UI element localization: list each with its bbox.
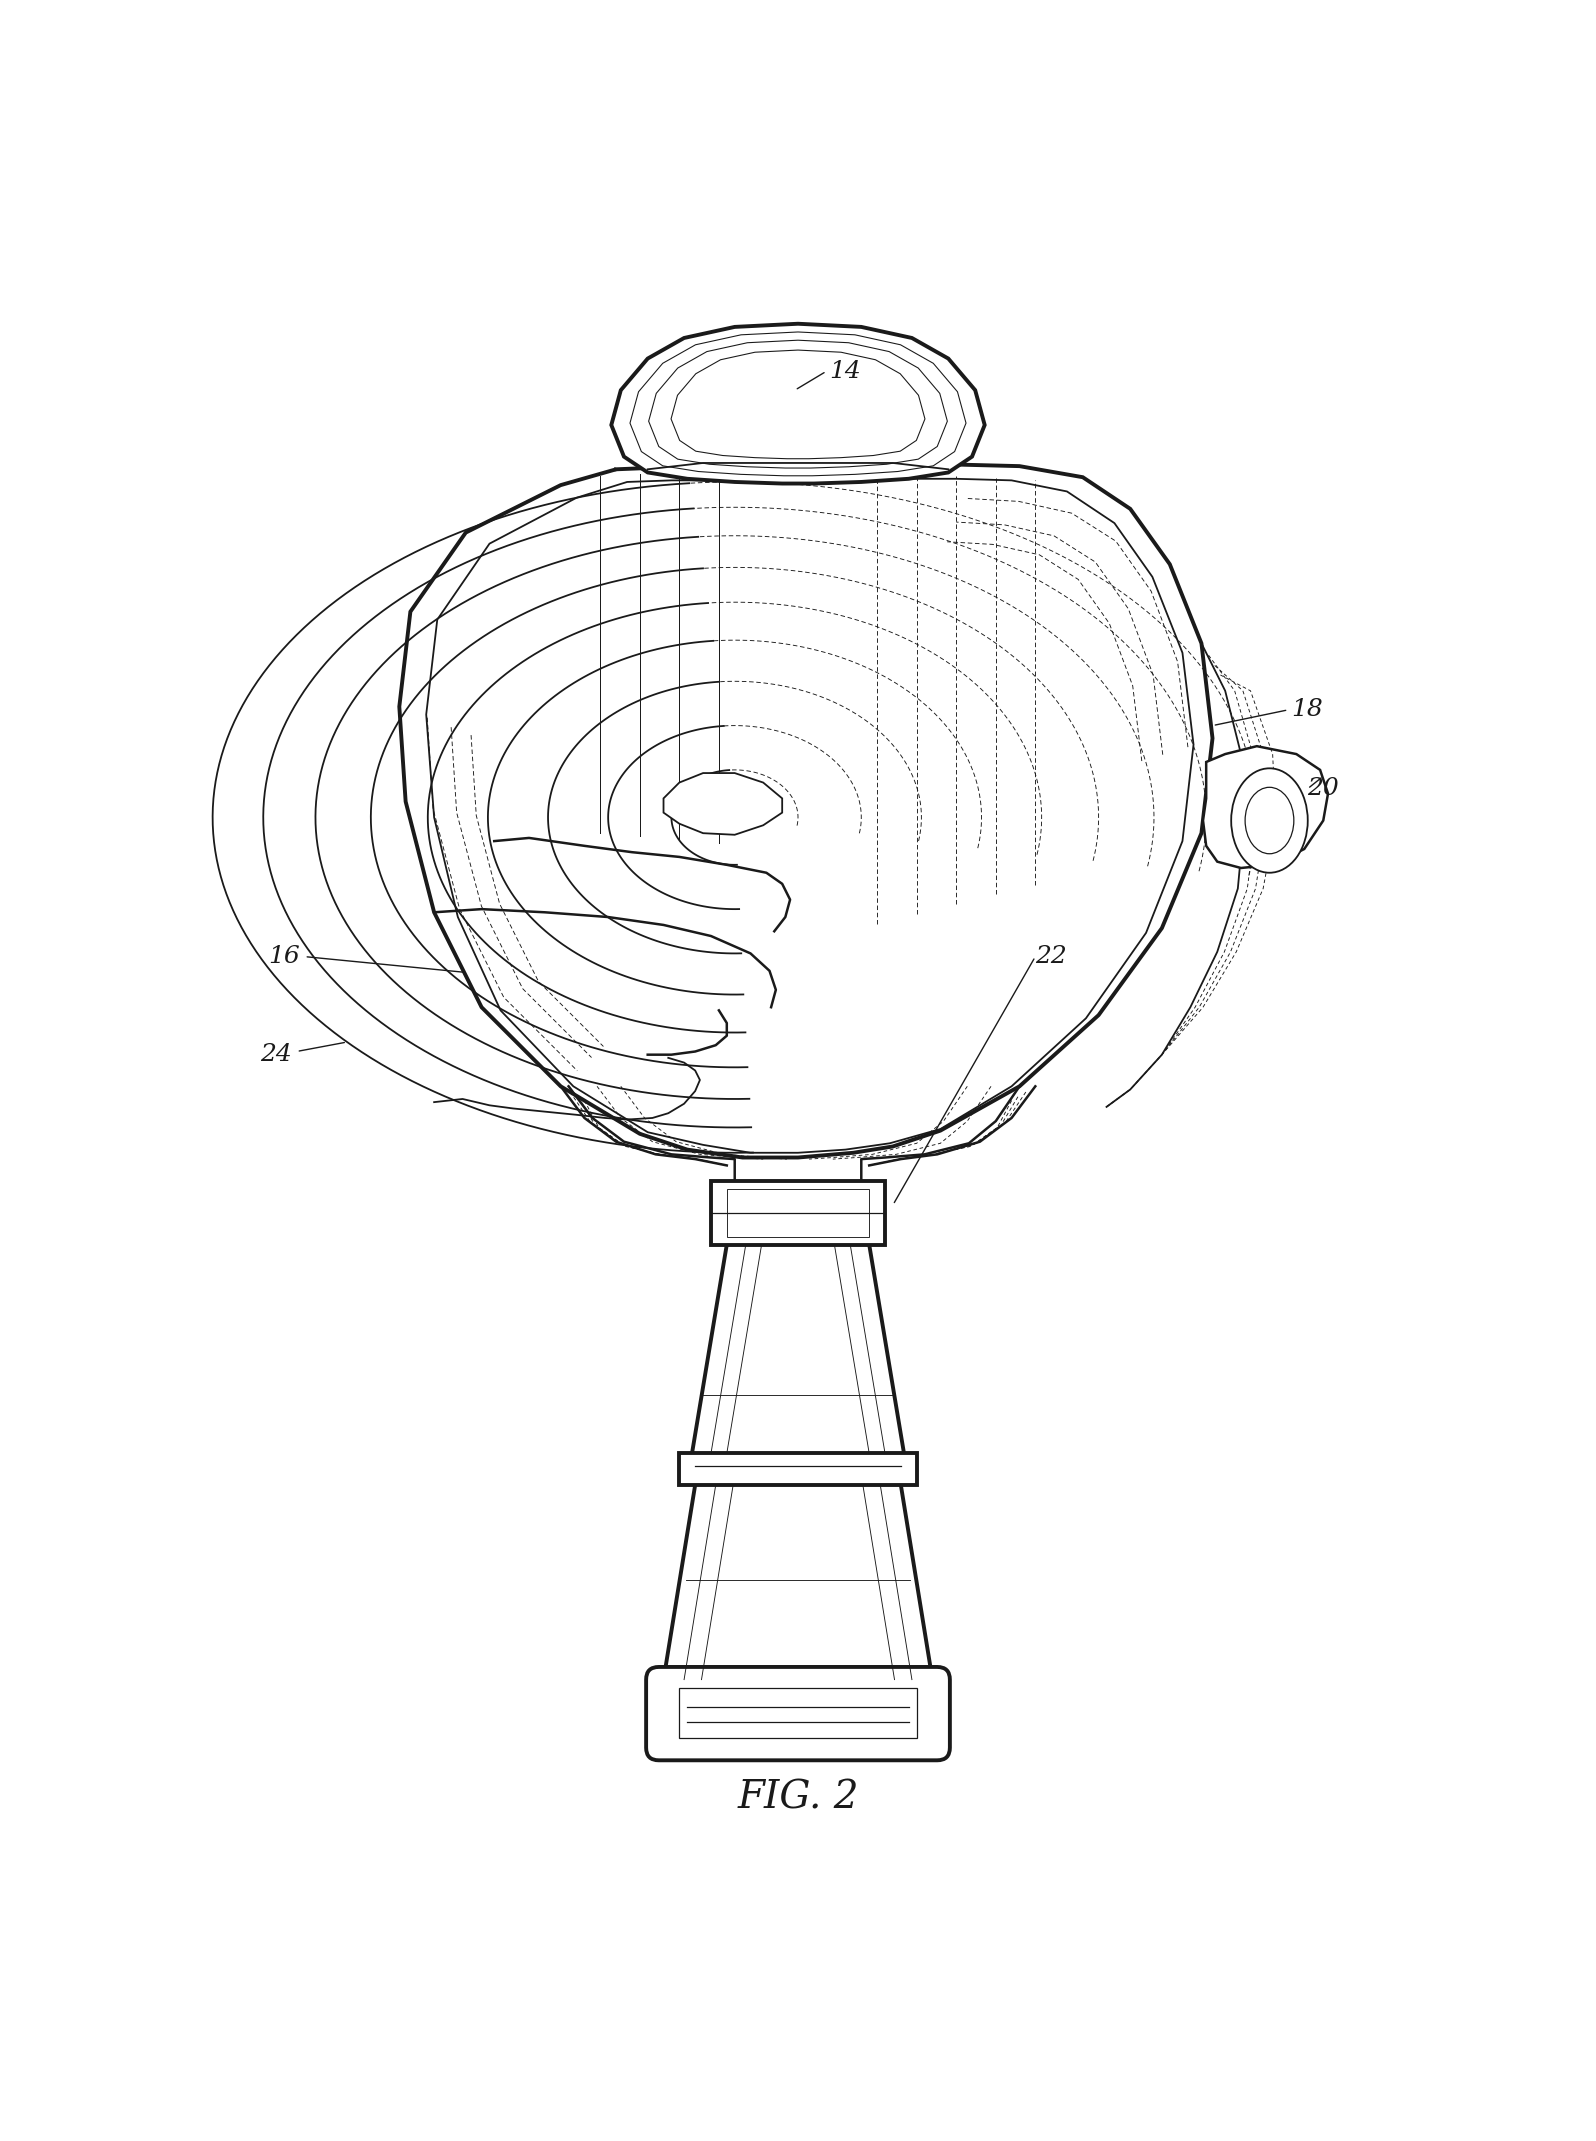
Bar [710, 1182, 886, 1244]
Ellipse shape [1231, 769, 1307, 874]
Text: 18: 18 [1291, 698, 1323, 722]
Polygon shape [1203, 747, 1328, 867]
Text: 24: 24 [260, 1043, 292, 1066]
Text: 16: 16 [268, 944, 300, 968]
Text: 14: 14 [830, 360, 862, 383]
Bar [726, 1188, 870, 1237]
Bar [680, 1454, 916, 1486]
Ellipse shape [1245, 788, 1294, 854]
Polygon shape [399, 465, 1213, 1158]
Text: FIG. 2: FIG. 2 [737, 1779, 859, 1818]
Text: 22: 22 [1036, 944, 1068, 968]
Polygon shape [611, 323, 985, 484]
Text: 20: 20 [1307, 777, 1339, 801]
Polygon shape [664, 773, 782, 835]
Bar [680, 1687, 916, 1738]
FancyBboxPatch shape [646, 1668, 950, 1760]
